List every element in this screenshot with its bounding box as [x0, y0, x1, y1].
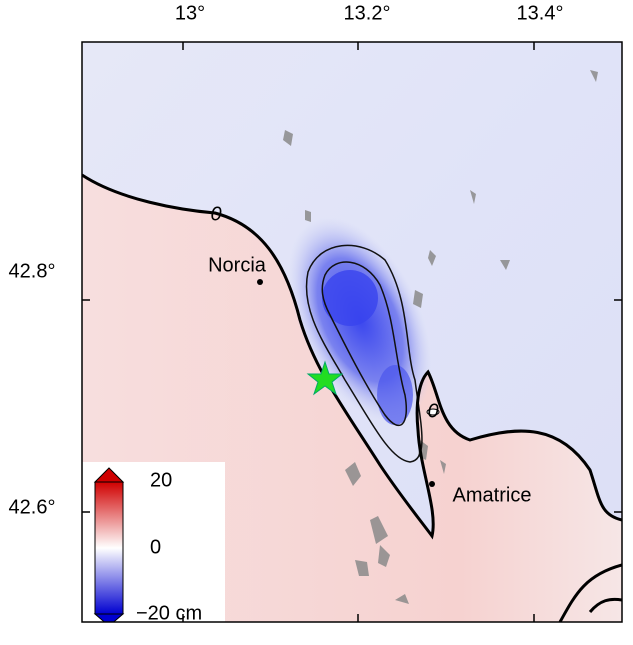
x-tick-label: 13° [175, 2, 205, 24]
colorbar [94, 481, 124, 615]
y-tick-label: 42.6° [9, 496, 56, 518]
y-tick-label: 42.8° [9, 260, 56, 282]
colorbar-end [93, 467, 125, 483]
place-label: Norcia [208, 254, 267, 276]
contour-label: 0 [427, 400, 438, 422]
colorbar-end [93, 613, 125, 622]
place-label: Amatrice [453, 484, 532, 506]
place-marker [429, 481, 435, 487]
contour-label: 0 [210, 203, 221, 225]
ticks [82, 42, 622, 622]
epicenter-star [306, 360, 344, 396]
x-tick-label: 13.4° [517, 2, 564, 24]
map-area: 0 0 Norcia Amatrice 20 0 −20 cm [82, 42, 622, 624]
colorbar-label: 20 [150, 469, 172, 491]
map-frame [81, 41, 623, 623]
place-marker [257, 279, 263, 285]
colorbar-label: −20 cm [136, 602, 202, 624]
colorbar-label: 0 [150, 536, 161, 558]
x-tick-label: 13.2° [344, 2, 391, 24]
